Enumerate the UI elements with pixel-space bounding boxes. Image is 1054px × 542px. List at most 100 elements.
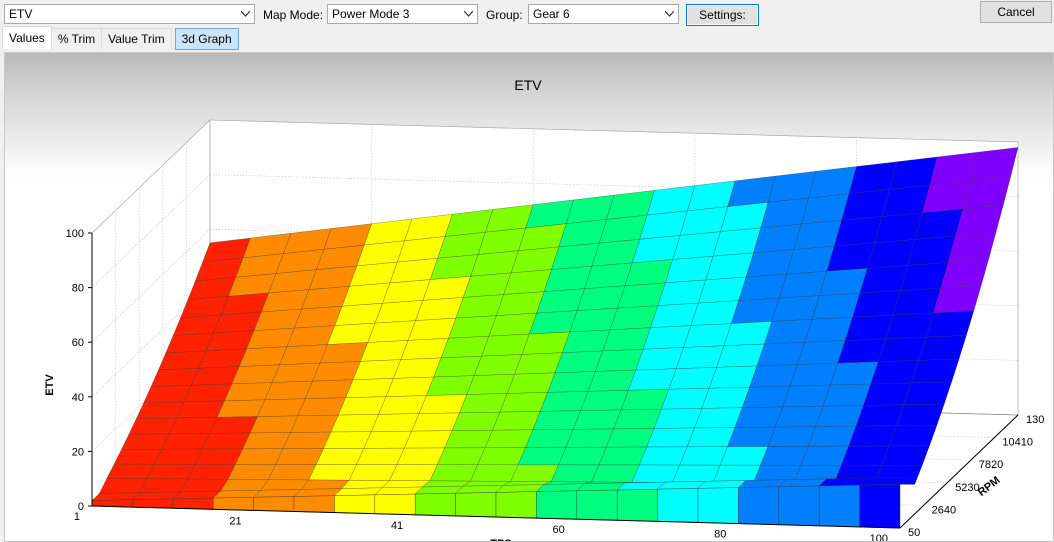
surface-cell [176,400,225,419]
chevron-down-icon [236,5,254,23]
chevron-down-icon [660,5,678,23]
group-select[interactable]: Gear 6 [528,4,679,24]
surface-cell [444,430,493,449]
surface-front [859,484,901,529]
surface-cell [731,297,780,324]
surface-cell [602,327,651,352]
surface-cell [598,446,647,466]
surface-cell [393,357,442,379]
x-tick-label: 1 [74,511,80,523]
surface-cell [881,445,930,466]
tab-percent-trim[interactable]: % Trim [50,28,103,49]
surface-cell [539,391,589,412]
surface-cell [227,464,277,480]
surface-cell [268,464,317,481]
surface-cell [337,396,387,416]
surface-cell [220,479,269,492]
surface-front [536,490,577,520]
y-tick-label: 10410 [1002,437,1033,449]
surface-cell [679,446,728,466]
surface-cell [690,300,740,326]
y-tick-label: 50 [908,527,920,539]
y-axis [899,414,1019,529]
tab-3d-graph[interactable]: 3d Graph [174,28,239,50]
y-axis-label: RPM [976,474,1003,499]
surface-cell [231,364,280,385]
surface-cell [918,335,967,361]
surface-cell [698,276,747,304]
surface-cell [473,354,523,376]
x-tick-label: 100 [870,533,888,542]
surface-cell [631,464,681,483]
surface-cell [719,446,769,466]
surface-cell [179,478,229,493]
surface-cell [749,364,798,388]
surface-cell [815,405,864,427]
surface-cell [910,358,960,384]
surface-cell [319,342,369,364]
surface-cell [797,340,846,365]
surface-cell [940,259,989,289]
surface-cell [562,329,611,353]
surface-front [455,492,497,518]
map-mode-select[interactable]: Power Mode 3 [327,4,478,24]
surface-cell [841,445,890,466]
grid-line [91,283,211,398]
surface-cell [675,345,725,369]
grid-line [91,174,211,288]
surface-cell [437,447,486,465]
surface-front [495,491,537,519]
surface-cell [400,338,449,360]
surface-cell [529,310,578,335]
surface-cell [620,389,670,411]
group-value: Gear 6 [533,7,570,21]
surface-cell [900,262,949,291]
x-axis [91,505,901,529]
table-select-value: ETV [9,7,33,21]
surface-chart[interactable]: ETV 0 20 40 60 80 100 1 21 41 60 80 100 50 2640 5230782… [5,53,1054,542]
surface-cell [315,448,365,465]
settings-button[interactable]: Settings: [686,4,759,26]
surface-cell [756,342,806,367]
surface-cell [426,375,475,396]
tab-values[interactable]: Values [2,26,52,49]
surface-cell [466,374,515,395]
surface-cell [683,323,732,348]
surface-cell [121,433,170,450]
surface-cell [282,431,332,449]
cancel-button[interactable]: Cancel [980,1,1052,23]
surface-cell [403,430,453,449]
surface-cell [506,372,556,394]
surface-cell [947,232,997,263]
surface-cell [808,425,857,447]
surface-cell [595,349,644,372]
map-mode-value: Power Mode 3 [332,7,410,21]
surface-cell [242,432,291,450]
surface-cell [701,386,750,409]
surface-front [374,493,416,516]
surface-cell [661,388,710,410]
table-select[interactable]: ETV [4,4,255,24]
tab-value-trim[interactable]: Value Trim [101,28,172,49]
surface-front [253,496,295,512]
surface-cell [547,371,596,393]
surface-cell [370,413,420,432]
surface-cell [738,273,787,301]
surface-cell [789,362,839,387]
surface-cell [962,176,1011,210]
surface-cell [451,411,501,431]
surface-cell [290,414,339,433]
surface-cell [448,315,497,339]
surface-cell [201,432,251,450]
surface-cell [161,433,210,450]
surface-cell [635,347,684,371]
surface-cell [209,416,258,434]
surface-cell [275,448,324,465]
surface-cell [187,464,236,480]
surface-cell [488,312,538,337]
surface-front [293,495,335,513]
surface-front [657,488,699,523]
surface-cell [764,319,813,345]
surface-cell [407,317,457,341]
surface-front [334,494,375,514]
